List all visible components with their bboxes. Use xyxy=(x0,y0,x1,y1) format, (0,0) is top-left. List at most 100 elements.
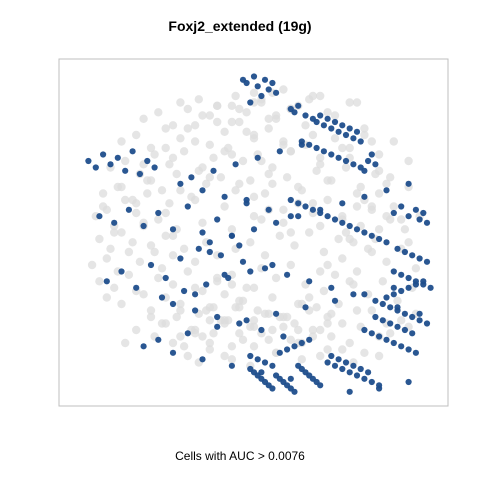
background-cell-point xyxy=(249,316,259,325)
highlighted-cell-point xyxy=(291,343,298,350)
background-cell-point xyxy=(374,150,384,159)
highlighted-cell-point xyxy=(365,157,372,165)
highlighted-cell-point xyxy=(192,291,199,298)
background-cell-point xyxy=(220,351,229,361)
background-cell-point xyxy=(161,319,170,328)
highlighted-cell-point xyxy=(243,317,250,324)
highlighted-cell-point xyxy=(335,356,342,363)
highlighted-cell-point xyxy=(254,356,261,363)
background-cell-point xyxy=(220,290,229,299)
background-cell-point xyxy=(404,238,413,247)
background-cell-point xyxy=(143,189,152,198)
background-cell-point xyxy=(312,303,321,312)
highlighted-cell-point xyxy=(390,291,397,298)
background-cell-point xyxy=(271,273,281,283)
highlighted-cell-point xyxy=(228,232,235,239)
highlighted-cell-point xyxy=(320,148,327,155)
highlighted-cell-point xyxy=(228,362,235,369)
highlighted-cell-point xyxy=(155,209,162,217)
background-cell-point xyxy=(117,137,126,146)
highlighted-cell-point xyxy=(390,268,397,275)
highlighted-cell-point xyxy=(92,164,99,171)
highlighted-cell-point xyxy=(328,284,335,291)
background-cell-point xyxy=(349,280,358,289)
background-cell-point xyxy=(227,117,237,127)
background-cell-point xyxy=(227,342,237,351)
highlighted-cell-point xyxy=(225,274,232,282)
background-cell-point xyxy=(139,114,148,124)
background-cell-point xyxy=(323,195,332,205)
highlighted-cell-point xyxy=(100,151,107,158)
background-cell-point xyxy=(121,195,130,205)
highlighted-cell-point xyxy=(416,317,423,324)
highlighted-cell-point xyxy=(147,261,155,269)
background-cell-point xyxy=(135,257,145,266)
background-cell-point xyxy=(168,231,178,240)
background-cell-point xyxy=(286,335,295,344)
background-cell-point xyxy=(316,221,325,231)
background-cell-point xyxy=(378,277,387,286)
background-cell-point xyxy=(150,150,159,159)
highlighted-cell-point xyxy=(409,313,416,321)
highlighted-cell-point xyxy=(236,242,243,249)
highlighted-cell-point xyxy=(302,304,309,311)
highlighted-cell-point xyxy=(412,281,419,288)
highlighted-cell-point xyxy=(140,222,147,230)
background-cell-point xyxy=(389,137,398,146)
highlighted-cell-point xyxy=(346,222,353,230)
background-cell-point xyxy=(316,325,325,335)
background-cell-point xyxy=(238,296,248,305)
highlighted-cell-point xyxy=(350,161,357,168)
background-cell-point xyxy=(190,137,200,146)
highlighted-cell-point xyxy=(214,323,221,330)
background-cell-point xyxy=(268,179,277,188)
background-cell-point xyxy=(341,228,351,237)
plot-frame xyxy=(58,58,449,407)
highlighted-cell-point xyxy=(423,320,431,327)
highlighted-cell-point xyxy=(155,336,162,343)
background-cell-point xyxy=(168,251,178,260)
highlighted-cell-point xyxy=(361,375,368,382)
background-cell-point xyxy=(316,153,325,162)
highlighted-cell-point xyxy=(221,193,228,200)
highlighted-cell-point xyxy=(331,297,339,304)
background-cell-point xyxy=(198,332,207,341)
highlighted-cell-point xyxy=(177,255,184,262)
background-cell-point xyxy=(231,91,240,101)
highlighted-cell-point xyxy=(188,174,195,181)
highlighted-cell-point xyxy=(169,300,177,308)
background-cell-point xyxy=(323,312,332,322)
highlighted-cell-point xyxy=(398,271,405,278)
background-cell-point xyxy=(352,202,362,211)
background-cell-point xyxy=(161,143,170,153)
background-cell-point xyxy=(345,338,354,348)
background-cell-point xyxy=(386,329,395,338)
highlighted-cell-point xyxy=(214,313,221,321)
highlighted-cell-point xyxy=(357,138,364,145)
highlighted-cell-point xyxy=(372,313,379,321)
highlighted-cell-point xyxy=(195,245,202,252)
background-cell-point xyxy=(231,186,240,195)
highlighted-cell-point xyxy=(331,216,339,223)
highlighted-cell-point xyxy=(302,203,309,210)
background-cell-point xyxy=(338,143,347,153)
background-cell-point xyxy=(316,351,325,361)
background-cell-point xyxy=(400,225,410,234)
background-cell-point xyxy=(172,169,181,179)
background-cell-point xyxy=(132,208,141,218)
background-cell-point xyxy=(154,108,163,117)
highlighted-cell-point xyxy=(276,349,283,356)
background-cell-point xyxy=(220,127,229,136)
background-cell-point xyxy=(341,163,351,172)
highlighted-cell-point xyxy=(416,255,423,262)
background-cell-point xyxy=(338,345,347,354)
background-cell-point xyxy=(367,202,376,211)
background-cell-point xyxy=(352,306,362,315)
background-cell-point xyxy=(316,91,325,101)
background-cell-point xyxy=(286,147,295,156)
highlighted-cell-point xyxy=(169,226,177,233)
highlighted-cell-point xyxy=(129,148,136,155)
highlighted-cell-point xyxy=(269,362,276,369)
background-cell-point xyxy=(286,228,295,237)
highlighted-cell-point xyxy=(387,304,394,311)
